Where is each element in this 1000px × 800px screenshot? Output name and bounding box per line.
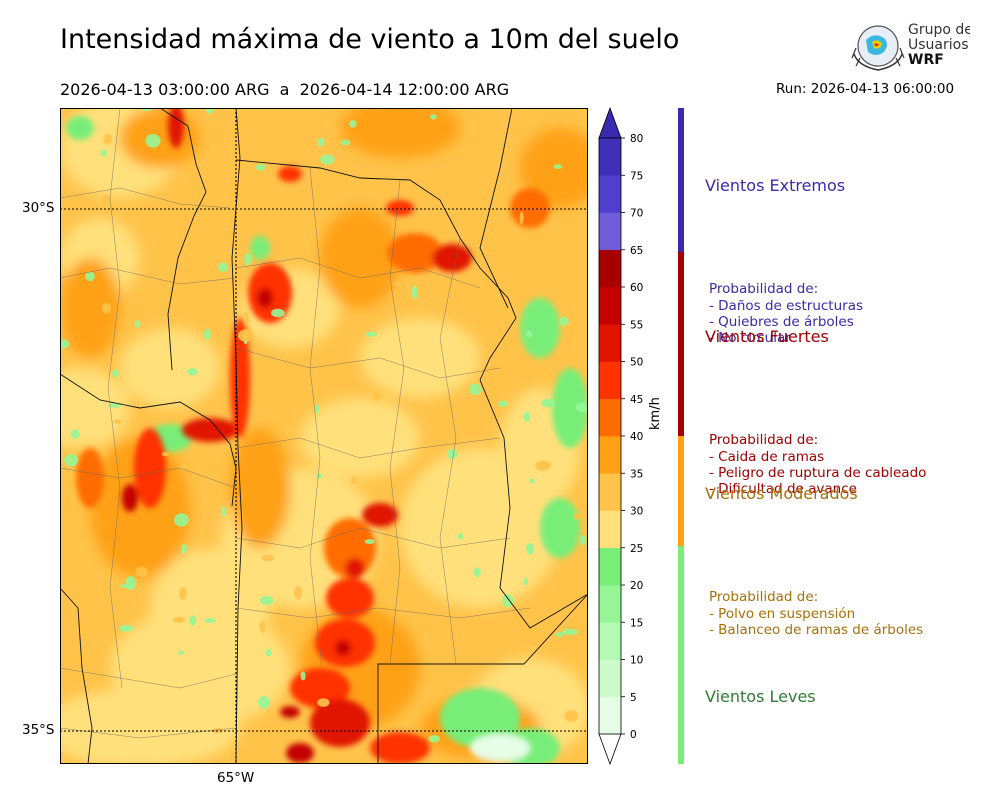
colorbar-over-arrow <box>598 106 622 139</box>
category-name: Vientos Fuertes <box>705 327 829 346</box>
colorbar-bin <box>599 212 621 251</box>
colorbar-tick-label: 15 <box>630 617 643 629</box>
colorbar-tick-label: 40 <box>630 431 643 443</box>
colorbar-under-arrow <box>598 733 622 766</box>
svg-text:Usuarios: Usuarios <box>908 37 969 53</box>
colorbar: 0 5 10 15 20 25 30 35 40 45 50 55 60 65 70 75 80 <box>592 104 682 768</box>
colorbar-bin <box>599 659 621 698</box>
wrf-logo: Grupo de Usuarios WRF <box>848 18 973 74</box>
colorbar-bin <box>599 324 621 362</box>
colorbar-tick-label: 5 <box>630 692 637 704</box>
colorbar-tick-label: 30 <box>630 506 643 518</box>
colorbar-bin <box>599 436 621 474</box>
colorbar-bin <box>599 547 621 586</box>
category-description: Probabilidad de: - Caida de ramas - Peligr… <box>709 432 927 498</box>
colorbar-tick-label: 45 <box>630 394 643 406</box>
lon-label-65w: 65°W <box>217 770 255 786</box>
colorbar-unit: km/h <box>648 397 663 430</box>
colorbar-bin <box>599 361 621 400</box>
colorbar-tick-label: 20 <box>630 580 643 592</box>
colorbar-bin <box>599 622 621 660</box>
colorbar-bin <box>599 585 621 623</box>
colorbar-tick-label: 60 <box>630 282 643 294</box>
colorbar-tick-label: 10 <box>630 655 643 667</box>
category-moderados: Vientos Moderados Probabilidad de: - Polv… <box>705 446 923 689</box>
colorbar-bin <box>599 696 621 735</box>
category-description: Probabilidad de: - Daños de estructuras - … <box>709 281 864 347</box>
colorbar-bin <box>599 398 621 437</box>
colorbar-tick-label: 0 <box>630 729 637 741</box>
category-bar-segment <box>678 546 684 764</box>
colorbar-tick-label: 50 <box>630 357 643 369</box>
colorbar-tick-label: 55 <box>630 319 643 331</box>
colorbar-bin <box>599 473 621 511</box>
category-bar <box>678 108 684 764</box>
colorbar-tick-label: 80 <box>630 133 643 145</box>
svg-text:Grupo de: Grupo de <box>908 22 970 38</box>
colorbar-tick-label: 65 <box>630 245 643 257</box>
wind-map: 30°S 35°S 65°W <box>22 108 588 786</box>
category-name: Vientos Leves <box>705 687 816 706</box>
run-time: Run: 2026-04-13 06:00:00 <box>776 81 955 97</box>
globe-icon: Grupo de Usuarios WRF <box>851 22 973 71</box>
category-extremos: Vientos Extremos Probabilidad de: - Daños… <box>705 138 863 398</box>
category-bar-segment <box>678 436 684 546</box>
colorbar-bin <box>599 249 621 288</box>
colorbar-tick-label: 75 <box>630 170 643 182</box>
colorbar-bin <box>599 138 621 176</box>
colorbar-tick-label: 35 <box>630 468 643 480</box>
category-description: Probabilidad de: - Polvo en suspensión - B… <box>709 589 924 638</box>
colorbar-tick-label: 25 <box>630 543 643 555</box>
colorbar-bin <box>599 175 621 213</box>
colorbar-bin <box>599 287 621 325</box>
category-name: Vientos Moderados <box>705 484 858 503</box>
lat-label-30s: 30°S <box>22 200 55 216</box>
svg-text:WRF: WRF <box>908 52 944 68</box>
category-bar-segment <box>678 252 684 436</box>
map-title: Intensidad máxima de viento a 10m del su… <box>60 24 680 55</box>
category-name: Vientos Extremos <box>705 176 846 195</box>
colorbar-tick-label: 70 <box>630 208 643 220</box>
category-bar-segment <box>678 108 684 252</box>
date-range: 2026-04-13 03:00:00 ARG a 2026-04-14 12:… <box>60 80 510 99</box>
category-fuertes: Vientos Fuertes Probabilidad de: - Caida … <box>705 289 926 549</box>
category-leves: Vientos Leves <box>705 649 816 725</box>
colorbar-bin <box>599 510 621 549</box>
lat-label-35s: 35°S <box>22 722 55 738</box>
